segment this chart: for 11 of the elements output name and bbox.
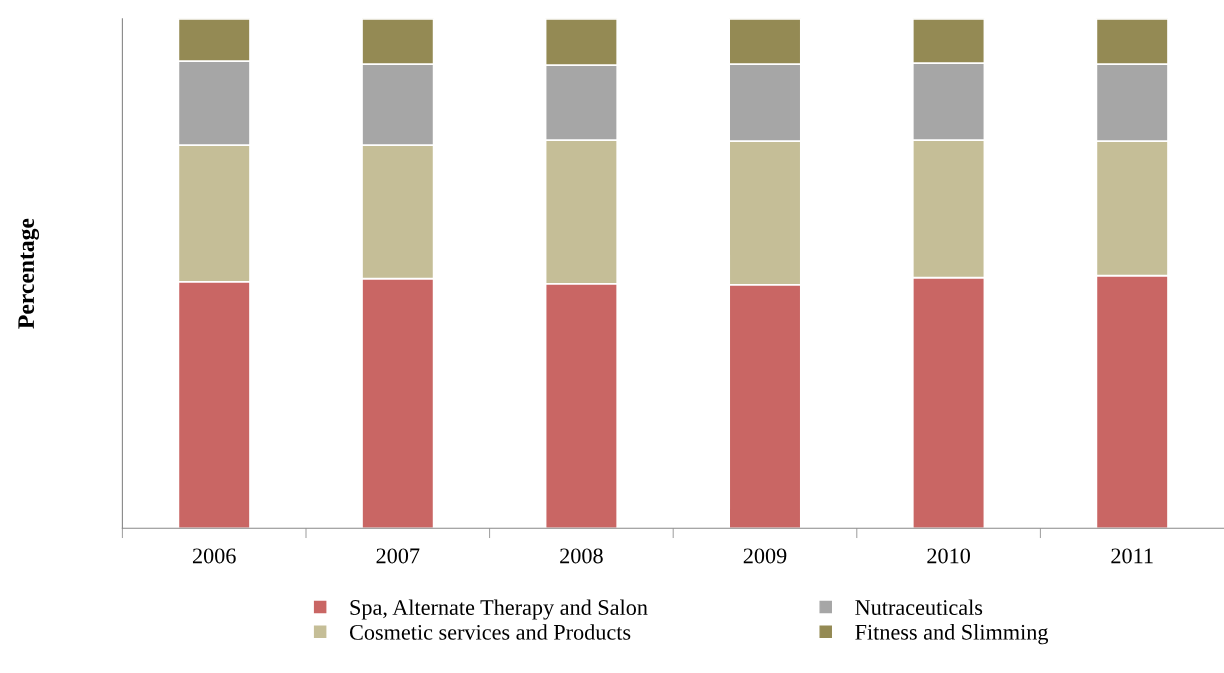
y-axis-title: Percentage — [18, 218, 40, 329]
x-tick-label: 2010 — [927, 548, 970, 564]
legend-label: Fitness and Slimming — [855, 624, 1049, 645]
legend-label: Nutraceuticals — [855, 599, 983, 616]
legend-label: Cosmetic services and Products — [349, 624, 631, 640]
x-tick-label: 2007 — [376, 548, 420, 564]
legend-label: Spa, Alternate Therapy and Salon — [350, 599, 648, 620]
x-tick-label: 2011 — [1111, 548, 1153, 564]
x-tick-label: 2006 — [192, 548, 236, 564]
x-tick-label: 2008 — [560, 548, 603, 564]
x-tick-label: 2009 — [743, 548, 787, 564]
